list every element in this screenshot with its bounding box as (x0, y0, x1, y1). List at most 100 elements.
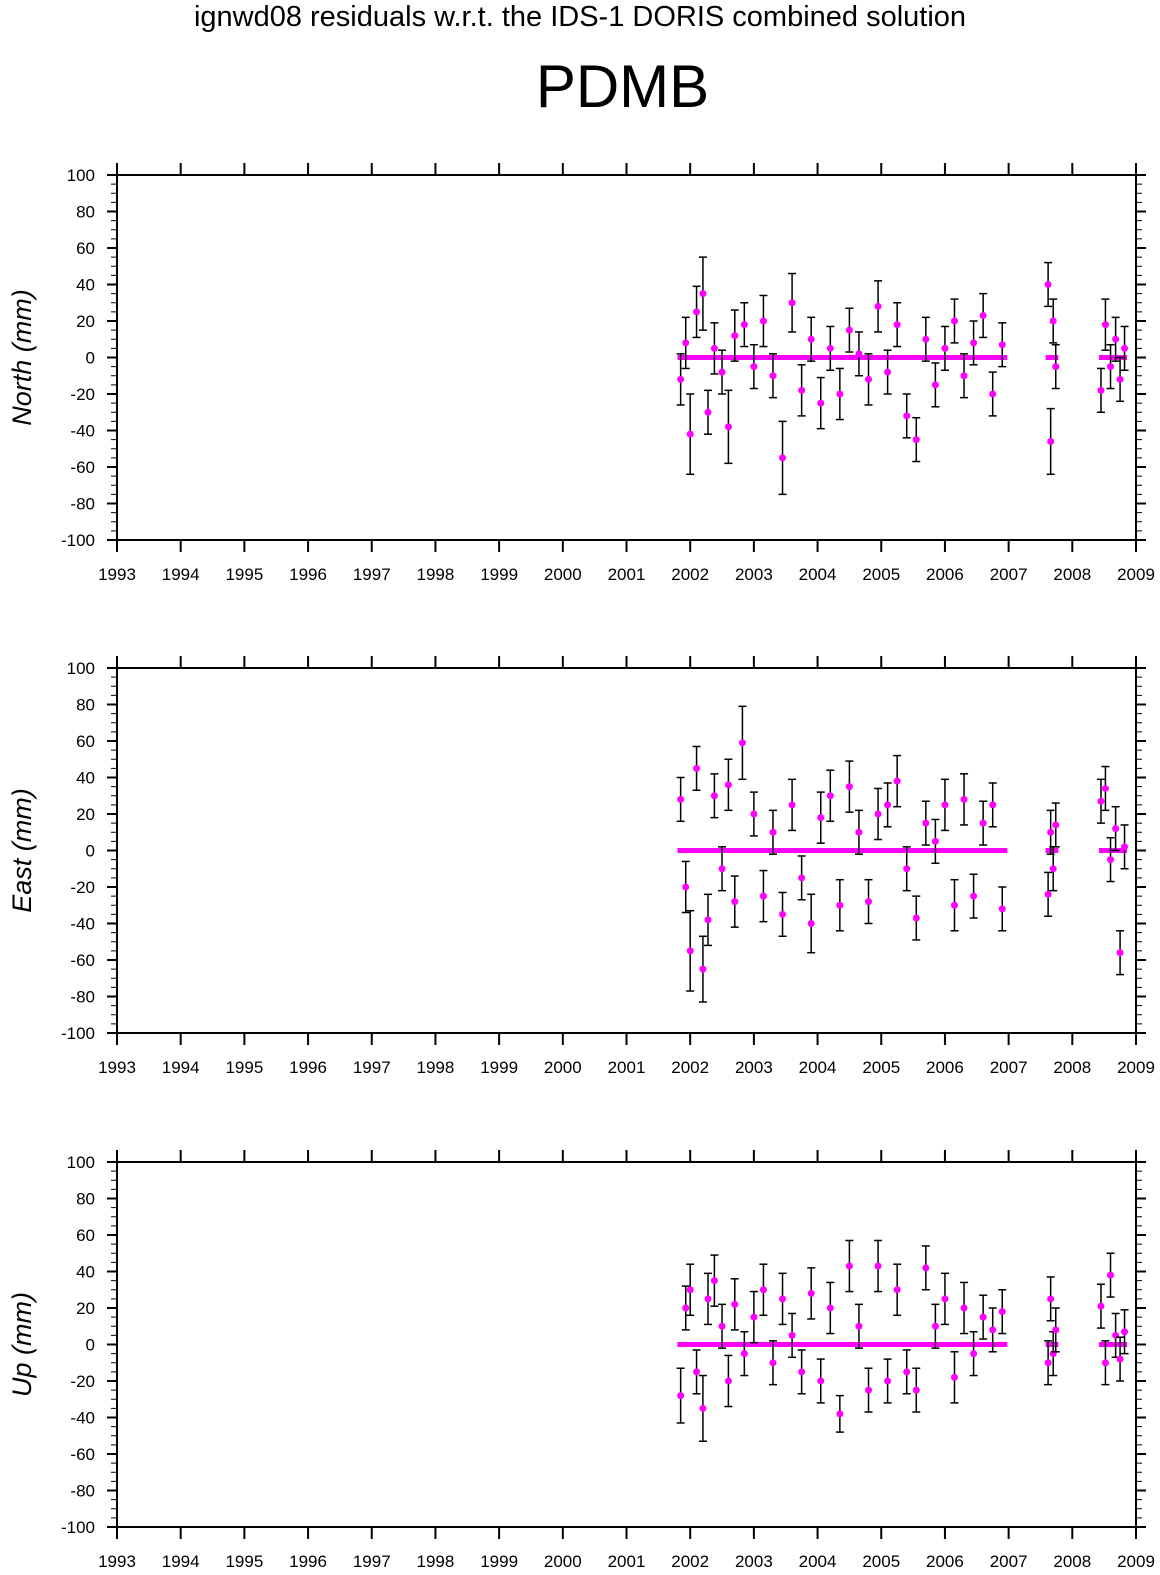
y-tick-label: -80 (70, 988, 95, 1007)
y-tick-label: 20 (76, 805, 95, 824)
data-point (730, 875, 739, 928)
point-marker (718, 1322, 726, 1330)
y-tick-label: 0 (86, 349, 95, 368)
point-marker (1101, 321, 1109, 329)
data-point (1111, 316, 1120, 362)
point-marker (922, 335, 930, 343)
x-tick-label: 2006 (926, 1058, 964, 1077)
y-tick-label: -20 (70, 1372, 95, 1391)
data-point (854, 331, 863, 377)
x-tick-label: 2002 (671, 1552, 709, 1571)
point-marker (1121, 344, 1129, 352)
data-point (710, 322, 719, 375)
data-point (730, 309, 739, 362)
data-point (816, 376, 825, 430)
point-marker (1052, 821, 1060, 829)
data-point (686, 393, 695, 476)
x-tick-label: 2004 (799, 1552, 837, 1571)
y-tick-label: 20 (76, 312, 95, 331)
y-axis-label: Up (mm) (7, 1292, 37, 1397)
x-tick-label: 2009 (1117, 1058, 1155, 1077)
point-marker (865, 375, 873, 383)
data-point (988, 782, 997, 828)
station-name: PDMB (535, 53, 710, 120)
data-point (835, 878, 844, 932)
data-point (921, 316, 930, 362)
data-point (816, 791, 825, 844)
data-point (1049, 846, 1058, 892)
data-point (710, 773, 719, 819)
point-marker (998, 905, 1006, 913)
y-tick-label: -40 (70, 1409, 95, 1428)
point-marker (724, 781, 732, 789)
data-point (969, 320, 978, 366)
x-tick-label: 2002 (671, 1058, 709, 1077)
y-tick-label: 40 (76, 769, 95, 788)
y-tick-label: -20 (70, 878, 95, 897)
point-marker (1047, 828, 1055, 836)
x-tick-label: 1997 (353, 565, 391, 584)
data-point (1120, 325, 1129, 372)
y-tick-label: -80 (70, 1482, 95, 1501)
point-marker (1052, 1326, 1060, 1334)
data-point (1106, 343, 1115, 390)
data-point (893, 754, 902, 808)
data-point (893, 1263, 902, 1317)
point-marker (912, 1386, 920, 1394)
point-marker (759, 317, 767, 325)
y-tick-label: -40 (70, 422, 95, 441)
point-marker (903, 412, 911, 420)
x-tick-label: 1998 (417, 1058, 455, 1077)
panel-north: 1993 1994 1995 1996 1997 1998 1999 2000 2001 2002… (7, 163, 1155, 584)
point-marker (731, 332, 739, 340)
data-point (768, 1340, 777, 1386)
data-point (912, 1367, 921, 1413)
point-marker (817, 399, 825, 407)
x-tick-label: 1994 (162, 1552, 200, 1571)
figure-title: ignwd08 residuals w.r.t. the IDS-1 DORIS… (193, 1, 967, 33)
point-marker (738, 739, 746, 747)
point-marker (1112, 335, 1120, 343)
data-point (960, 1281, 969, 1335)
point-marker (699, 290, 707, 298)
data-point (749, 791, 758, 837)
x-tick-label: 1997 (353, 1552, 391, 1571)
point-marker (884, 801, 892, 809)
x-tick-label: 2003 (735, 565, 773, 584)
point-marker (710, 1277, 718, 1285)
point-marker (788, 299, 796, 307)
data-point (759, 1263, 768, 1317)
point-marker (686, 430, 694, 438)
data-point (854, 1303, 863, 1349)
data-point (931, 818, 940, 865)
point-marker (807, 920, 815, 927)
point-marker (941, 344, 949, 352)
point-marker (682, 883, 690, 891)
data-point (1044, 1340, 1053, 1386)
data-point (1101, 765, 1110, 812)
point-marker (1107, 363, 1115, 371)
data-point (749, 1290, 758, 1344)
point-marker (1121, 1328, 1129, 1336)
point-marker (798, 1368, 806, 1376)
point-marker (740, 321, 748, 329)
y-tick-label: 60 (76, 1226, 95, 1245)
point-marker (998, 1308, 1006, 1316)
data-point (724, 389, 733, 465)
point-marker (836, 390, 844, 398)
point-marker (855, 1322, 863, 1330)
y-tick-label: 60 (76, 732, 95, 751)
data-point (686, 909, 695, 992)
data-point (969, 873, 978, 919)
y-tick-label: 100 (67, 659, 95, 678)
y-tick-label: 100 (67, 1153, 95, 1172)
y-tick-label: 0 (86, 1336, 95, 1355)
point-marker (893, 1286, 901, 1294)
y-tick-label: 60 (76, 239, 95, 258)
x-tick-label: 2008 (1053, 1552, 1091, 1571)
point-marker (1097, 1302, 1105, 1310)
data-point (724, 1354, 733, 1408)
point-marker (950, 317, 958, 325)
point-marker (970, 1350, 978, 1358)
y-tick-label: -60 (70, 951, 95, 970)
